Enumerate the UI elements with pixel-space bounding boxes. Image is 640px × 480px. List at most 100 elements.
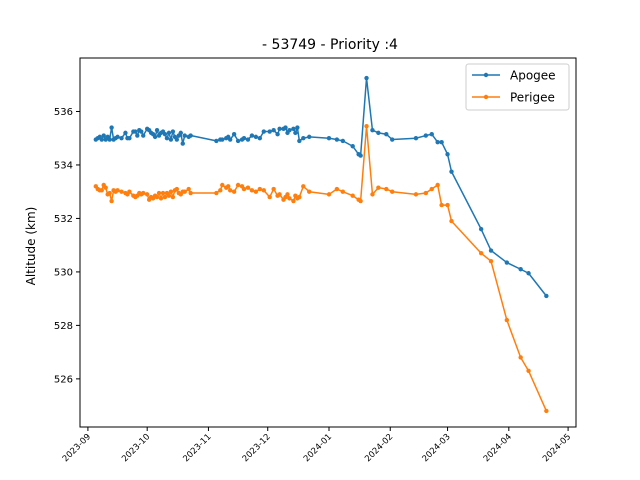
perigee-point [439, 202, 444, 208]
perigee-point [384, 186, 389, 192]
perigee-point [334, 186, 340, 192]
apogee-point [174, 137, 180, 142]
perigee-point [518, 355, 523, 360]
perigee-point [544, 408, 549, 414]
perigee-point [285, 192, 290, 197]
apogee-point [249, 133, 255, 138]
apogee-point [326, 136, 332, 141]
perigee-point [158, 196, 164, 201]
plot-frame [79, 57, 577, 428]
apogee-point [293, 130, 298, 136]
apogee-point [291, 126, 296, 132]
apogee-point [295, 125, 300, 130]
apogee-point [271, 128, 276, 133]
perigee-point [218, 188, 223, 193]
apogee-series [93, 75, 549, 299]
apogee-point [214, 138, 219, 144]
perigee-point [376, 185, 381, 190]
perigee-series [93, 123, 549, 414]
apogee-point [188, 133, 193, 138]
apogee-point [115, 134, 120, 140]
perigee-point [109, 198, 114, 204]
apogee-point [139, 129, 144, 134]
apogee-point [340, 138, 346, 144]
perigee-point [166, 193, 172, 198]
apogee-point [162, 132, 168, 137]
apogee-point [127, 136, 132, 141]
perigee-point [103, 185, 108, 190]
apogee-point [168, 137, 174, 142]
perigee-point [488, 259, 494, 264]
y-tick-label: 528 [54, 321, 73, 332]
perigee-point [526, 368, 531, 374]
apogee-point [235, 138, 241, 144]
legend-perigee-label: Perigee [510, 91, 555, 105]
apogee-point [297, 138, 302, 144]
apogee-point [241, 136, 247, 141]
perigee-point [435, 182, 440, 188]
apogee-point [518, 267, 523, 272]
perigee-point [364, 123, 369, 129]
perigee-point [214, 190, 219, 196]
y-tick-label: 530 [54, 267, 73, 278]
perigee-point [127, 189, 132, 194]
apogee-point [334, 137, 340, 142]
apogee-point [413, 136, 419, 141]
apogee-point [283, 125, 288, 130]
perigee-point [478, 251, 484, 256]
y-tick-label: 526 [54, 374, 73, 385]
apogee-point [141, 133, 146, 138]
chart-title: - 53749 - Priority :4 [262, 37, 398, 53]
perigee-point [429, 186, 434, 192]
perigee-point [277, 192, 282, 197]
perigee-point [307, 189, 312, 194]
apogee-point [257, 136, 263, 141]
perigee-point [340, 189, 346, 194]
apogee-point [364, 75, 369, 81]
perigee-point [358, 198, 363, 204]
perigee-point [115, 188, 120, 193]
apogee-point [154, 128, 160, 133]
legend-apogee-marker [483, 72, 489, 78]
apogee-point [478, 226, 484, 232]
perigee-point [141, 190, 146, 196]
apogee-point [166, 130, 172, 136]
apogee-point [275, 132, 280, 137]
apogee-point [109, 125, 114, 130]
perigee-point [119, 189, 124, 194]
perigee-point [241, 186, 247, 192]
apogee-point [544, 293, 549, 299]
apogee-point [170, 129, 176, 134]
apogee-point [133, 129, 138, 134]
apogee-point [504, 260, 510, 265]
apogee-point [101, 133, 106, 138]
apogee-point [307, 134, 312, 140]
perigee-point [227, 188, 233, 193]
perigee-point [235, 182, 241, 188]
y-tick-label: 532 [54, 214, 73, 225]
perigee-point [220, 182, 225, 188]
y-axis: 526 528 530 532 534 536 [54, 107, 80, 385]
perigee-point [186, 186, 191, 192]
apogee-point [119, 136, 124, 141]
perigee-point [291, 198, 296, 204]
perigee-point [257, 186, 263, 192]
apogee-point [261, 129, 266, 134]
apogee-point [164, 136, 170, 141]
apogee-point [445, 152, 450, 157]
perigee-point [271, 186, 276, 192]
apogee-point [370, 128, 375, 133]
apogee-point [449, 169, 454, 174]
perigee-point [144, 192, 150, 197]
perigee-point [297, 194, 302, 200]
apogee-point [220, 137, 225, 142]
perigee-point [99, 188, 104, 193]
perigee-point [287, 196, 292, 201]
apogee-point [152, 134, 158, 140]
perigee-point [413, 192, 419, 197]
apogee-point [245, 137, 251, 142]
apogee-point [526, 271, 531, 276]
apogee-point [390, 137, 395, 142]
perigee-point [423, 190, 429, 196]
